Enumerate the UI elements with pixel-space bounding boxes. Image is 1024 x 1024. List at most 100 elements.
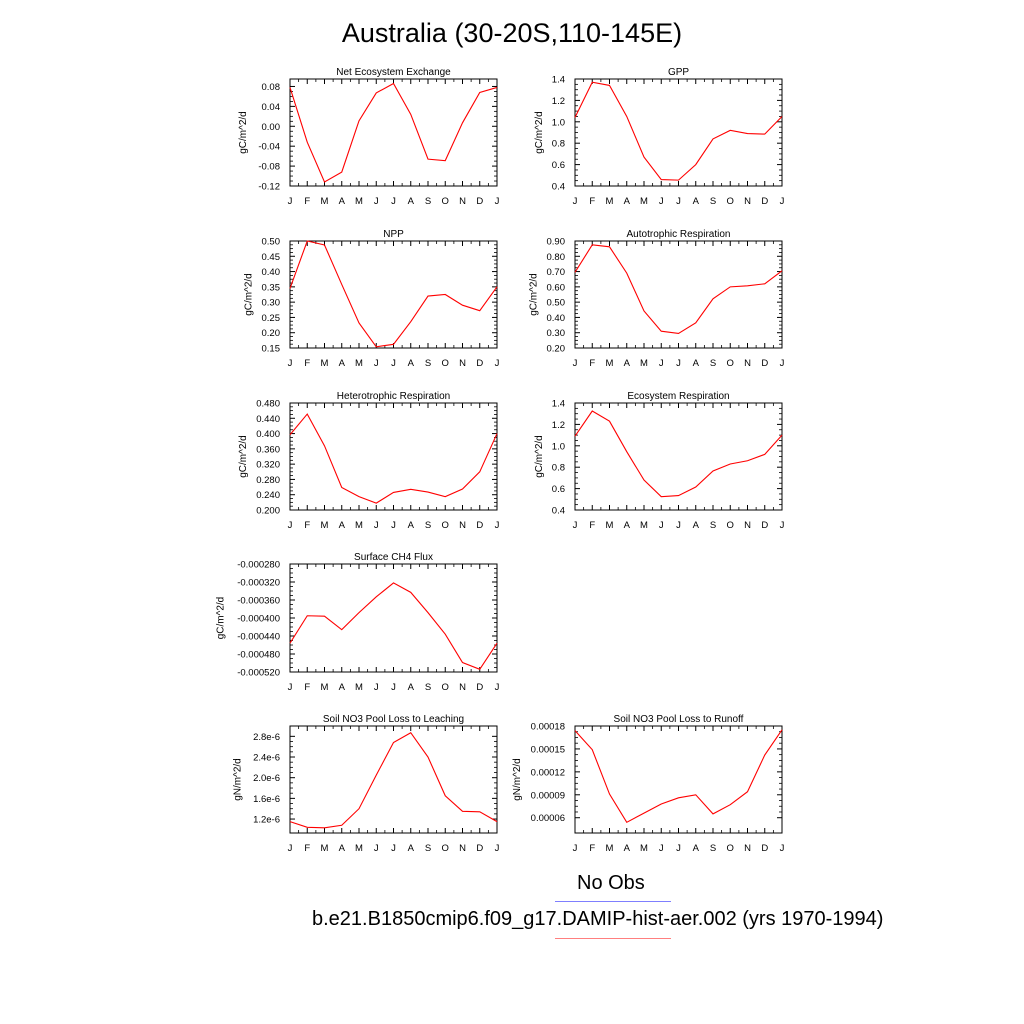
y-tick-label: -0.12 xyxy=(258,182,280,193)
x-tick-label: F xyxy=(304,358,310,369)
x-tick-label: J xyxy=(573,843,578,854)
y-tick-label: 1.2 xyxy=(552,420,565,431)
plot-frame xyxy=(574,240,783,349)
x-tick-label: O xyxy=(727,196,734,207)
x-tick-label: M xyxy=(355,843,363,854)
x-tick-label: N xyxy=(459,682,466,693)
x-tick-label: S xyxy=(710,196,716,207)
y-tick-label: 0.00006 xyxy=(531,813,565,824)
series-line-1 xyxy=(574,410,783,498)
y-tick-label: 0.35 xyxy=(262,282,281,293)
panel-title: Surface CH4 Flux xyxy=(354,552,433,563)
x-tick-label: J xyxy=(659,843,664,854)
x-tick-label: J xyxy=(676,843,681,854)
plot-frame xyxy=(289,78,498,187)
y-tick-label: 0.00009 xyxy=(531,790,565,801)
x-tick-label: A xyxy=(339,843,346,854)
y-tick-label: 0.400 xyxy=(256,429,280,440)
panel-title: NPP xyxy=(383,229,404,240)
y-tick-label: 0.25 xyxy=(262,313,281,324)
chart-panel-9: J F M A M J J A S O N D J0.000060.000090.000120.0001… xyxy=(512,714,785,854)
y-axis-label: gC/m^2/d xyxy=(216,597,227,640)
x-tick-label: N xyxy=(459,196,466,207)
panel-title: Heterotrophic Respiration xyxy=(337,391,450,402)
y-axis-label: gN/m^2/d xyxy=(232,758,243,801)
x-tick-label: A xyxy=(693,196,700,207)
y-tick-label: 0.40 xyxy=(262,267,281,278)
chart-panel-3: J F M A M J J A S O N D J0.150.200.250.300.350.400.4… xyxy=(244,229,500,369)
x-tick-label: O xyxy=(727,843,734,854)
x-tick-label: S xyxy=(425,520,431,531)
y-tick-label: -0.000440 xyxy=(237,632,280,643)
x-tick-label: J xyxy=(495,358,500,369)
x-tick-label: J xyxy=(374,682,379,693)
x-tick-label: J xyxy=(374,196,379,207)
panel-title: Ecosystem Respiration xyxy=(627,391,729,402)
x-tick-label: J xyxy=(374,843,379,854)
x-tick-label: M xyxy=(606,520,614,531)
x-tick-label: O xyxy=(442,682,449,693)
y-tick-label: 0.4 xyxy=(552,506,565,517)
x-tick-label: J xyxy=(780,196,785,207)
x-tick-label: N xyxy=(744,520,751,531)
x-tick-label: J xyxy=(573,196,578,207)
x-tick-label: J xyxy=(573,520,578,531)
y-axis-label: gC/m^2/d xyxy=(244,273,255,316)
y-tick-label: 0.20 xyxy=(262,328,281,339)
panel-title: Autotrophic Respiration xyxy=(627,229,731,240)
panel-title: Soil NO3 Pool Loss to Runoff xyxy=(614,714,744,725)
x-tick-label: S xyxy=(710,358,716,369)
x-tick-label: J xyxy=(659,196,664,207)
x-tick-label: N xyxy=(459,520,466,531)
x-tick-label: D xyxy=(761,196,768,207)
x-tick-label: S xyxy=(425,682,431,693)
x-tick-label: A xyxy=(624,358,631,369)
y-axis-label: gC/m^2/d xyxy=(238,111,249,154)
x-tick-label: O xyxy=(442,196,449,207)
x-tick-label: S xyxy=(425,843,431,854)
x-tick-label: F xyxy=(304,843,310,854)
y-tick-label: 1.0 xyxy=(552,441,565,452)
y-axis-label: gC/m^2/d xyxy=(529,273,540,316)
x-tick-label: J xyxy=(391,196,396,207)
x-tick-label: J xyxy=(780,358,785,369)
x-tick-label: D xyxy=(476,358,483,369)
y-axis-label: gN/m^2/d xyxy=(512,758,523,801)
x-tick-label: F xyxy=(589,843,595,854)
y-tick-label: 0.8 xyxy=(552,463,565,474)
x-tick-label: J xyxy=(391,358,396,369)
y-tick-label: 0.480 xyxy=(256,399,280,410)
x-tick-label: M xyxy=(355,196,363,207)
x-tick-label: J xyxy=(495,682,500,693)
x-tick-label: J xyxy=(288,358,293,369)
series-line-1 xyxy=(289,240,498,348)
x-tick-label: N xyxy=(744,196,751,207)
x-tick-label: M xyxy=(321,520,329,531)
x-tick-label: J xyxy=(288,196,293,207)
x-tick-label: J xyxy=(391,682,396,693)
y-axis-label: gC/m^2/d xyxy=(534,111,545,154)
x-tick-label: A xyxy=(339,196,346,207)
y-tick-label: 0.6 xyxy=(552,484,565,495)
x-tick-label: D xyxy=(476,843,483,854)
figure-title: Australia (30-20S,110-145E) xyxy=(341,18,683,48)
x-tick-label: M xyxy=(606,358,614,369)
y-tick-label: 0.360 xyxy=(256,444,280,455)
x-tick-label: M xyxy=(321,843,329,854)
y-tick-label: 1.2 xyxy=(552,96,565,107)
series-line-1 xyxy=(289,82,498,183)
x-tick-label: N xyxy=(459,843,466,854)
y-tick-label: 0.04 xyxy=(262,102,281,113)
y-tick-label: 0.440 xyxy=(256,414,280,425)
x-tick-label: S xyxy=(710,843,716,854)
chart-panel-8: J F M A M J J A S O N D J1.2e-61.6e-62.0e-62.4e-62.8… xyxy=(232,714,499,854)
x-tick-label: J xyxy=(659,358,664,369)
chart-panel-2: J F M A M J J A S O N D J0.40.60.81.01.21.4GPPgC/m^2… xyxy=(534,67,784,207)
x-tick-label: J xyxy=(288,682,293,693)
y-tick-label: -0.000360 xyxy=(237,596,280,607)
y-tick-label: 1.4 xyxy=(552,75,565,86)
x-tick-label: J xyxy=(374,520,379,531)
x-tick-label: O xyxy=(442,520,449,531)
y-tick-label: -0.04 xyxy=(258,142,280,153)
y-tick-label: 0.8 xyxy=(552,139,565,150)
